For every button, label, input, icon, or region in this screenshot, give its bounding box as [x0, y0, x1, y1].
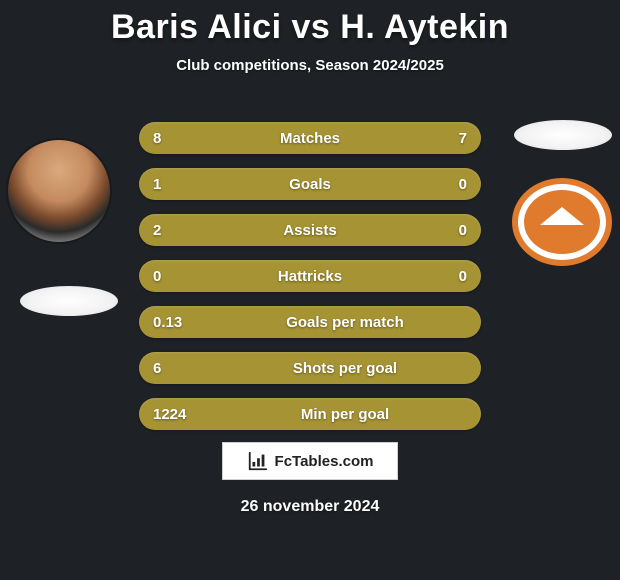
- chart-icon: [247, 450, 269, 472]
- stat-right-value: 0: [411, 222, 481, 239]
- player1-avatar: [8, 140, 110, 242]
- page-title: Baris Alici vs H. Aytekin: [0, 0, 620, 47]
- subtitle: Club competitions, Season 2024/2025: [0, 57, 620, 74]
- stat-row-matches: 8 Matches 7: [139, 122, 481, 154]
- stat-label: Hattricks: [209, 268, 411, 285]
- stat-right-value: 7: [411, 130, 481, 147]
- stat-label: Min per goal: [229, 406, 461, 423]
- stat-left-value: 0.13: [139, 314, 229, 331]
- stat-row-hattricks: 0 Hattricks 0: [139, 260, 481, 292]
- brand-text: FcTables.com: [275, 453, 374, 470]
- player2-name: H. Aytekin: [340, 8, 509, 46]
- stat-row-shots-per-goal: 6 Shots per goal: [139, 352, 481, 384]
- stat-left-value: 6: [139, 360, 229, 377]
- stat-label: Goals: [209, 176, 411, 193]
- stat-left-value: 1224: [139, 406, 229, 423]
- stat-row-min-per-goal: 1224 Min per goal: [139, 398, 481, 430]
- stat-left-value: 2: [139, 222, 209, 239]
- stat-right-value: 0: [411, 176, 481, 193]
- date-text: 26 november 2024: [0, 498, 620, 516]
- brand-link[interactable]: FcTables.com: [222, 442, 398, 480]
- stat-label: Goals per match: [229, 314, 461, 331]
- title-vs: vs: [291, 8, 330, 46]
- stat-left-value: 0: [139, 268, 209, 285]
- player2-avatar: [514, 120, 612, 150]
- stat-label: Assists: [209, 222, 411, 239]
- adanaspor-logo-icon: [524, 190, 600, 254]
- stat-row-goals: 1 Goals 0: [139, 168, 481, 200]
- stat-label: Matches: [209, 130, 411, 147]
- stat-left-value: 8: [139, 130, 209, 147]
- stat-right-value: 0: [411, 268, 481, 285]
- stat-label: Shots per goal: [229, 360, 461, 377]
- player1-name: Baris Alici: [111, 8, 282, 46]
- stat-left-value: 1: [139, 176, 209, 193]
- player2-club-badge: [512, 178, 612, 266]
- stat-row-assists: 2 Assists 0: [139, 214, 481, 246]
- stat-row-goals-per-match: 0.13 Goals per match: [139, 306, 481, 338]
- stats-container: 8 Matches 7 1 Goals 0 2 Assists 0 0 Hatt…: [139, 122, 481, 444]
- player1-club-badge: [20, 286, 118, 316]
